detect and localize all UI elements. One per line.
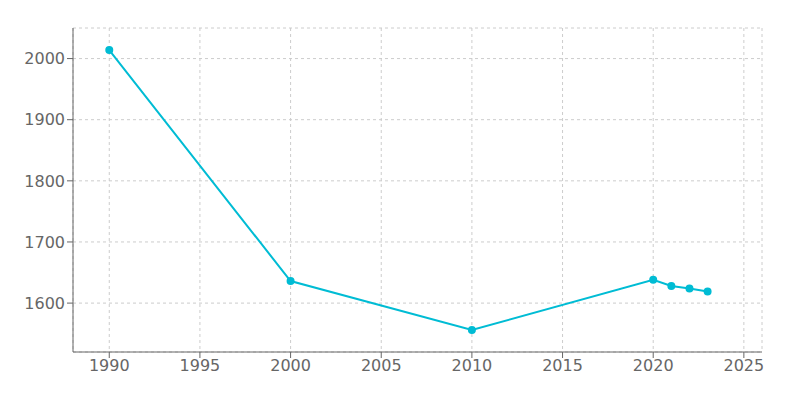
- svg-text:2020: 2020: [633, 356, 674, 375]
- svg-text:2000: 2000: [24, 49, 65, 68]
- svg-text:1700: 1700: [24, 233, 65, 252]
- svg-text:1995: 1995: [180, 356, 221, 375]
- svg-text:2025: 2025: [724, 356, 765, 375]
- svg-text:2010: 2010: [452, 356, 493, 375]
- svg-text:2005: 2005: [361, 356, 402, 375]
- svg-text:1900: 1900: [24, 110, 65, 129]
- svg-text:1600: 1600: [24, 294, 65, 313]
- svg-text:2000: 2000: [270, 356, 311, 375]
- svg-text:2015: 2015: [542, 356, 583, 375]
- svg-text:1990: 1990: [89, 356, 130, 375]
- svg-text:1800: 1800: [24, 172, 65, 191]
